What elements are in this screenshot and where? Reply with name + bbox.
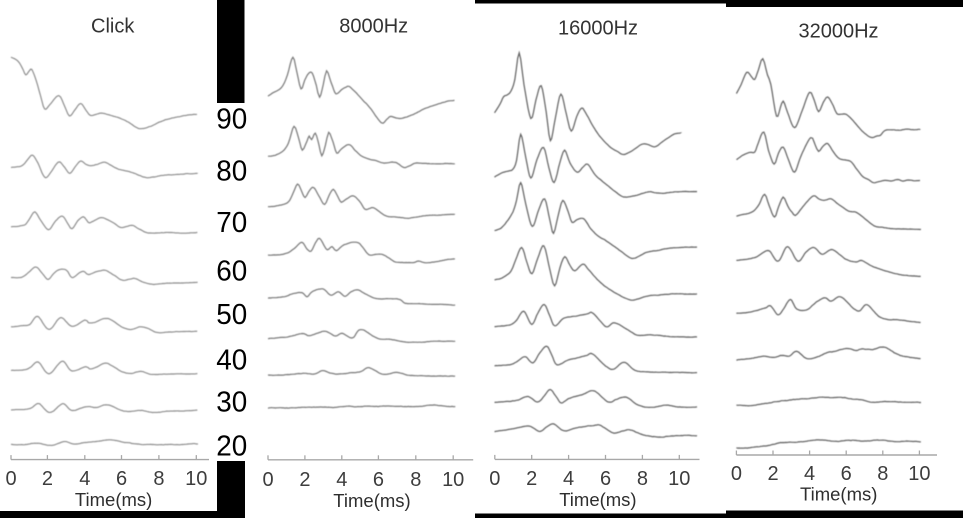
svg-text:32000Hz: 32000Hz [798,21,878,43]
svg-text:8: 8 [153,468,164,490]
svg-text:40: 40 [216,344,247,376]
svg-text:0: 0 [5,468,16,490]
svg-text:Time(ms): Time(ms) [559,489,636,510]
svg-text:50: 50 [216,299,247,331]
svg-text:0: 0 [731,463,742,485]
svg-text:0: 0 [489,468,500,490]
svg-text:6: 6 [116,468,127,490]
svg-text:90: 90 [216,104,247,136]
svg-text:8: 8 [877,463,888,485]
svg-text:2: 2 [299,469,310,491]
svg-text:4: 4 [563,468,574,490]
svg-text:30: 30 [216,387,247,419]
svg-text:10: 10 [908,463,930,485]
svg-text:6: 6 [600,468,611,490]
svg-text:Time(ms): Time(ms) [800,484,877,505]
svg-text:6: 6 [373,469,384,491]
svg-text:10: 10 [442,469,464,491]
svg-text:60: 60 [216,256,247,288]
svg-text:Time(ms): Time(ms) [75,489,152,510]
svg-text:4: 4 [79,468,90,490]
svg-text:10: 10 [668,468,690,490]
svg-text:8000Hz: 8000Hz [339,16,408,38]
svg-text:4: 4 [804,463,815,485]
svg-text:6: 6 [841,463,852,485]
svg-text:0: 0 [262,469,273,491]
svg-text:2: 2 [42,468,53,490]
svg-text:10: 10 [185,468,207,490]
svg-text:2: 2 [526,468,537,490]
svg-text:8: 8 [637,468,648,490]
svg-text:70: 70 [216,207,247,239]
svg-text:20: 20 [216,431,247,463]
svg-text:2: 2 [767,463,778,485]
svg-text:4: 4 [336,469,347,491]
svg-text:Time(ms): Time(ms) [333,490,410,511]
svg-text:8: 8 [410,469,421,491]
svg-text:Click: Click [91,16,135,38]
svg-text:16000Hz: 16000Hz [558,18,638,40]
svg-text:80: 80 [216,156,247,188]
